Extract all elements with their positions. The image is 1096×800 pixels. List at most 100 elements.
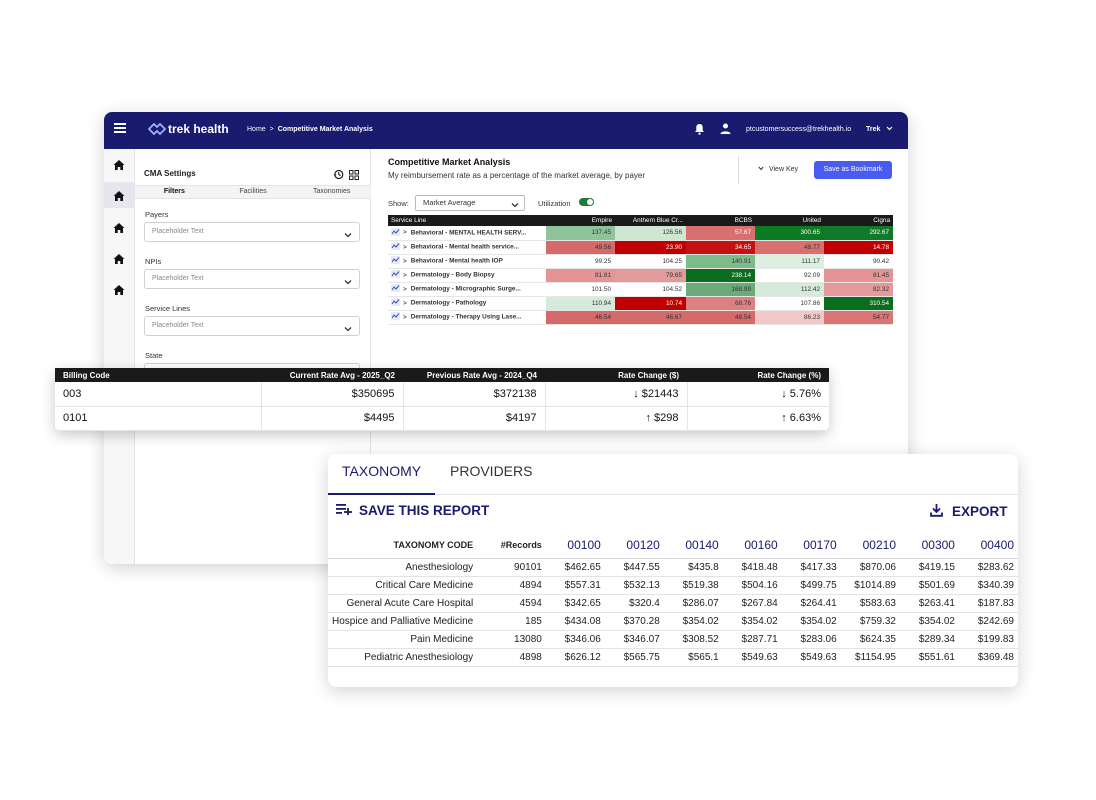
heatmap-value-cell[interactable]: 107.86 xyxy=(755,296,824,311)
heatmap-value-cell[interactable]: 79.65 xyxy=(615,268,686,283)
chevron-right-icon[interactable]: > xyxy=(403,257,407,265)
billing-column-header[interactable]: Current Rate Avg - 2025_Q2 xyxy=(261,368,403,382)
service-line-cell[interactable]: > Behavioral - Mental health service... xyxy=(388,240,546,255)
taxonomy-row[interactable]: Hospice and Palliative Medicine 185 $434.0… xyxy=(328,612,1018,631)
service-line-cell[interactable]: > Dermatology - Therapy Using Lase... xyxy=(388,310,546,325)
trend-icon[interactable] xyxy=(391,284,400,294)
heatmap-value-cell[interactable]: 101.50 xyxy=(546,282,615,297)
column-header-code[interactable]: 00210 xyxy=(840,532,900,559)
heatmap-value-cell[interactable]: 126.56 xyxy=(615,226,686,241)
heatmap-row[interactable]: > Behavioral - Mental health service... 49… xyxy=(388,240,893,255)
heatmap-value-cell[interactable]: 82.32 xyxy=(824,282,893,297)
heatmap-row[interactable]: > Behavioral - Mental health IOP 99.25 104.… xyxy=(388,254,893,269)
heatmap-value-cell[interactable]: 140.91 xyxy=(686,254,755,269)
heatmap-value-cell[interactable]: 81.81 xyxy=(546,268,615,283)
taxonomy-row[interactable]: General Acute Care Hospital 4594 $342.65 $3… xyxy=(328,594,1018,613)
export-button[interactable]: EXPORT xyxy=(930,503,1008,520)
trend-icon[interactable] xyxy=(391,256,400,266)
heatmap-value-cell[interactable]: 99.25 xyxy=(546,254,615,269)
grid-icon[interactable] xyxy=(349,167,359,185)
heatmap-value-cell[interactable]: 292.67 xyxy=(824,226,893,241)
taxonomy-row[interactable]: Pediatric Anesthesiology 4898 $626.12 $565.… xyxy=(328,648,1018,667)
service-line-cell[interactable]: > Dermatology - Body Biopsy xyxy=(388,268,546,283)
heatmap-value-cell[interactable]: 111.17 xyxy=(755,254,824,269)
menu-icon[interactable] xyxy=(114,123,126,133)
trend-icon[interactable] xyxy=(391,227,400,238)
billing-row[interactable]: 003 $350695 $372138 ↓ $21443 ↓ 5.76% xyxy=(55,382,829,407)
tab-taxonomies[interactable]: Taxonomies xyxy=(313,188,351,195)
heatmap-value-cell[interactable]: 86.23 xyxy=(755,310,824,325)
billing-column-header[interactable]: Rate Change ($) xyxy=(545,368,687,382)
heatmap-value-cell[interactable]: 110.94 xyxy=(546,296,615,311)
column-header-payer[interactable]: Anthem Blue Cr... xyxy=(615,215,686,226)
heatmap-value-cell[interactable]: 238.14 xyxy=(686,268,755,283)
tab-taxonomy[interactable]: TAXONOMY xyxy=(328,463,436,495)
heatmap-row[interactable]: > Dermatology - Pathology 110.94 10.74 68.76… xyxy=(388,296,893,311)
heatmap-row[interactable]: > Dermatology - Body Biopsy 81.81 79.65 238.… xyxy=(388,268,893,283)
billing-column-header[interactable]: Rate Change (%) xyxy=(687,368,829,382)
chevron-right-icon[interactable]: > xyxy=(403,229,407,237)
taxonomy-row[interactable]: Anesthesiology 90101 $462.65 $447.55 $435.8 $… xyxy=(328,558,1018,577)
home-icon[interactable] xyxy=(113,158,125,170)
trend-icon[interactable] xyxy=(391,270,400,280)
save-bookmark-button[interactable]: Save as Bookmark xyxy=(814,161,892,179)
heatmap-value-cell[interactable]: 48.54 xyxy=(686,310,755,325)
heatmap-value-cell[interactable]: 104.25 xyxy=(615,254,686,269)
chevron-right-icon[interactable]: > xyxy=(403,313,407,321)
column-header-code[interactable]: 00140 xyxy=(663,532,723,559)
home-icon[interactable] xyxy=(113,252,125,264)
breadcrumb-home[interactable]: Home xyxy=(247,126,266,133)
notification-bell-icon[interactable] xyxy=(694,123,705,137)
column-header-code[interactable]: 00170 xyxy=(781,532,841,559)
show-select[interactable]: Market Average xyxy=(415,195,525,211)
trend-icon[interactable] xyxy=(391,298,400,308)
column-header-payer[interactable]: BCBS xyxy=(686,215,755,226)
heatmap-value-cell[interactable]: 92.09 xyxy=(755,268,824,283)
payers-select[interactable]: Placeholder Text xyxy=(144,222,360,242)
heatmap-value-cell[interactable]: 104.52 xyxy=(615,282,686,297)
chevron-right-icon[interactable]: > xyxy=(403,271,407,279)
user-email[interactable]: ptcustomersuccess@trekhealth.io xyxy=(746,126,852,133)
billing-row[interactable]: 0101 $4495 $4197 ↑ $298 ↑ 6.63% xyxy=(55,406,829,431)
chevron-right-icon[interactable]: > xyxy=(403,243,407,251)
rail-item-active[interactable] xyxy=(104,182,135,208)
home-icon[interactable] xyxy=(113,283,125,295)
heatmap-value-cell[interactable]: 10.74 xyxy=(615,296,686,311)
heatmap-value-cell[interactable]: 46.54 xyxy=(546,310,615,325)
taxonomy-row[interactable]: Critical Care Medicine 4894 $557.31 $532.13… xyxy=(328,576,1018,595)
npis-select[interactable]: Placeholder Text xyxy=(144,269,360,289)
heatmap-row[interactable]: > Dermatology - Therapy Using Lase... 46.5… xyxy=(388,310,893,325)
heatmap-value-cell[interactable]: 49.56 xyxy=(546,240,615,255)
heatmap-value-cell[interactable]: 23.90 xyxy=(615,240,686,255)
tab-providers[interactable]: PROVIDERS xyxy=(450,463,533,479)
billing-column-header[interactable]: Previous Rate Avg - 2024_Q4 xyxy=(403,368,545,382)
heatmap-row[interactable]: > Dermatology - Micrographic Surge... 101.… xyxy=(388,282,893,297)
column-header-code[interactable]: 00300 xyxy=(900,532,959,559)
chevron-right-icon[interactable]: > xyxy=(403,285,407,293)
column-header-code[interactable]: 00160 xyxy=(722,532,782,559)
service-line-cell[interactable]: > Dermatology - Pathology xyxy=(388,296,546,311)
billing-column-header[interactable]: Billing Code xyxy=(55,368,261,382)
heatmap-value-cell[interactable]: 112.42 xyxy=(755,282,824,297)
column-header-code[interactable]: 00100 xyxy=(545,532,605,559)
home-icon[interactable] xyxy=(113,221,125,233)
heatmap-value-cell[interactable]: 34.65 xyxy=(686,240,755,255)
tab-facilities[interactable]: Facilities xyxy=(239,188,267,195)
save-report-button[interactable]: SAVE THIS REPORT xyxy=(336,503,489,518)
heatmap-value-cell[interactable]: 81.45 xyxy=(824,268,893,283)
column-header-records[interactable]: #Records xyxy=(477,532,546,559)
heatmap-value-cell[interactable]: 14.78 xyxy=(824,240,893,255)
trend-icon[interactable] xyxy=(391,312,400,322)
utilization-toggle[interactable] xyxy=(579,198,594,206)
column-header-code[interactable]: 00400 xyxy=(958,532,1018,559)
heatmap-value-cell[interactable]: 48.77 xyxy=(755,240,824,255)
org-switcher[interactable]: Trek xyxy=(866,126,893,133)
heatmap-value-cell[interactable]: 68.76 xyxy=(686,296,755,311)
heatmap-value-cell[interactable]: 300.65 xyxy=(755,226,824,241)
user-icon[interactable] xyxy=(720,123,731,136)
view-key-button[interactable]: View Key xyxy=(758,166,798,173)
tab-filters[interactable]: Filters xyxy=(163,188,185,195)
column-header-taxonomy-code[interactable]: TAXONOMY CODE xyxy=(328,532,478,559)
service-line-cell[interactable]: > Behavioral - Mental health IOP xyxy=(388,254,546,269)
heatmap-value-cell[interactable]: 46.67 xyxy=(615,310,686,325)
